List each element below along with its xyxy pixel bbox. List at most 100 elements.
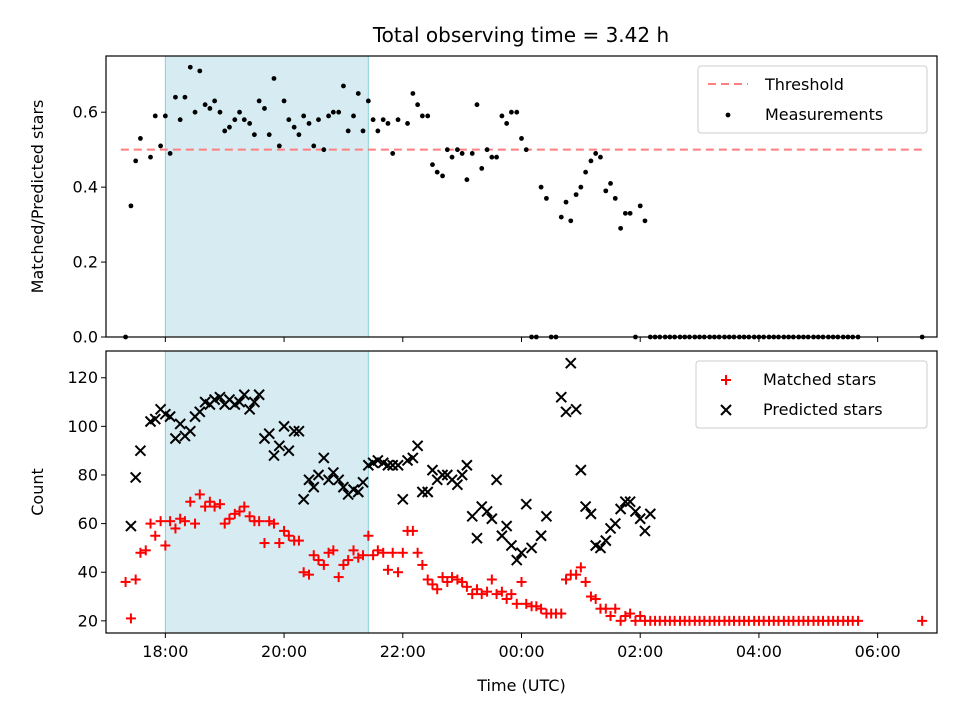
matched-star-point [917, 615, 928, 626]
predicted-star-point [426, 464, 439, 476]
predicted-star-point [461, 459, 473, 471]
measurement-point [326, 113, 331, 119]
matched-star-point [422, 574, 433, 585]
matched-star-point [486, 574, 497, 585]
matched-star-point [437, 572, 448, 583]
y-tick-label: 0.2 [73, 253, 98, 272]
measurement-point [588, 158, 594, 164]
matched-star-point [348, 545, 359, 556]
matched-star-point [145, 518, 156, 529]
matched-star-point [204, 496, 215, 507]
matched-star-point [179, 516, 190, 527]
predicted-star-point [490, 474, 503, 486]
predicted-star-point [585, 508, 597, 520]
measurement-point [301, 113, 307, 119]
measurement-point [345, 128, 351, 134]
predicted-star-point [436, 469, 449, 481]
predicted-star-point [471, 532, 483, 544]
measurement-point [202, 102, 208, 108]
measurement-point [538, 184, 544, 190]
legend-threshold-label: Threshold [764, 75, 844, 94]
matched-star-point [615, 615, 626, 626]
predicted-star-point [125, 520, 137, 532]
predicted-star-point [570, 403, 582, 416]
predicted-star-point [149, 413, 161, 425]
measurement-point [128, 203, 134, 209]
matched-star-point [239, 501, 250, 512]
matched-star-point [496, 586, 507, 597]
y-tick-label: 40 [78, 563, 98, 582]
matched-star-point [343, 555, 354, 566]
measurement-point [474, 102, 480, 108]
matched-star-point [185, 496, 196, 507]
top-legend-box [697, 65, 928, 134]
measurement-point [222, 128, 228, 134]
matched-star-point [605, 610, 616, 621]
measurement-point [415, 102, 421, 108]
measurement-point [504, 121, 510, 126]
measurement-point [395, 117, 401, 123]
predicted-star-point [214, 391, 226, 403]
predicted-star-point [619, 496, 632, 508]
predicted-star-point [456, 469, 468, 481]
measurement-point [351, 113, 356, 119]
predicted-star-point [634, 513, 646, 525]
predicted-star-point [600, 534, 612, 547]
y-tick-label: 100 [67, 417, 98, 436]
measurement-point [158, 143, 164, 149]
predicted-star-point [297, 493, 310, 506]
measurement-point [603, 188, 609, 194]
predicted-star-point [407, 452, 419, 464]
predicted-star-point [357, 476, 369, 488]
bottom-legend-box [695, 360, 928, 429]
measurement-point [558, 214, 564, 220]
matched-star-point [372, 545, 383, 556]
predicted-star-point [337, 481, 350, 493]
predicted-star-point [644, 508, 657, 520]
predicted-star-point [134, 444, 147, 457]
predicted-star-point [312, 469, 325, 481]
matched-star-point [318, 559, 329, 570]
matched-star-point [600, 603, 611, 614]
predicted-star-point [500, 520, 513, 532]
matched-star-point [407, 525, 418, 536]
matched-star-point [580, 576, 591, 587]
matched-star-point [268, 518, 279, 529]
measurement-point [642, 218, 648, 224]
observing-window-span-top [164, 55, 369, 338]
measurement-point [385, 121, 391, 126]
measurement-point [138, 136, 143, 141]
measurement-point [167, 151, 173, 156]
matched-star-point [254, 516, 265, 527]
matched-star-point [274, 538, 285, 549]
matched-star-point [590, 593, 601, 604]
x-tick-label: 04:00 [736, 642, 782, 661]
bottom-x-ticks: 18:00 20:00 22:00 00:00 02:00 04:00 06:00 [142, 633, 901, 661]
x-tick-label: 22:00 [380, 642, 426, 661]
matched-star-point [571, 569, 582, 580]
measurement-point [449, 154, 455, 160]
y-tick-label: 60 [78, 514, 98, 533]
measurement-point [251, 132, 257, 138]
measurement-point [370, 117, 376, 123]
predicted-star-point [486, 513, 498, 525]
measurement-point [573, 192, 579, 198]
matched-star-point [625, 608, 636, 619]
predicted-star-point [288, 425, 300, 437]
top-y-ticks: 0.0 0.2 0.4 0.6 [73, 103, 106, 347]
measurement-point [612, 195, 618, 201]
measurement-point [563, 199, 569, 205]
matched-star-point [482, 586, 493, 597]
measurement-point [469, 151, 475, 156]
predicted-star-point [520, 498, 532, 510]
matched-star-point [150, 530, 161, 541]
predicted-star-point [129, 471, 142, 484]
y-tick-label: 0.4 [73, 178, 98, 197]
predicted-star-point [273, 440, 286, 452]
matched-star-point [224, 513, 235, 524]
predicted-star-point [535, 530, 547, 542]
predicted-star-point [525, 542, 538, 554]
matched-star-point [610, 603, 621, 614]
measurement-point [173, 94, 178, 100]
